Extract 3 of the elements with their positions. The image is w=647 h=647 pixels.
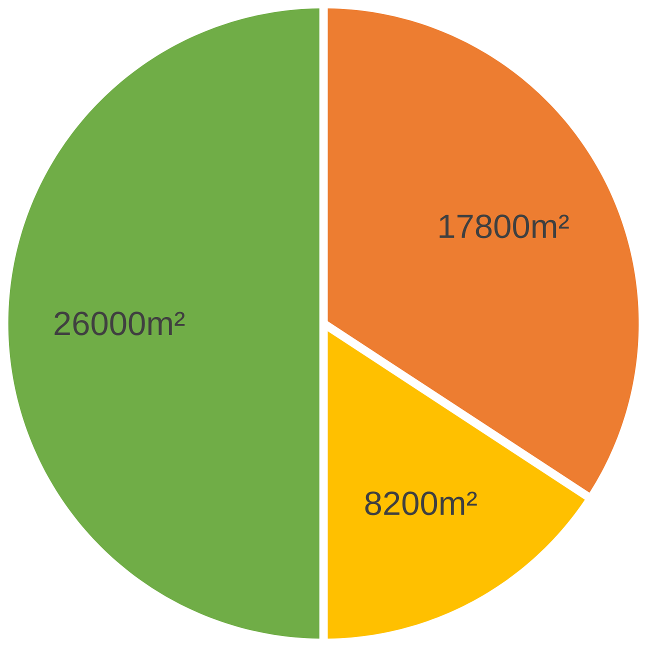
- data-label: 26000m²: [54, 312, 185, 336]
- data-label: 8200m²: [365, 491, 477, 516]
- data-label: 17800m²: [440, 214, 569, 238]
